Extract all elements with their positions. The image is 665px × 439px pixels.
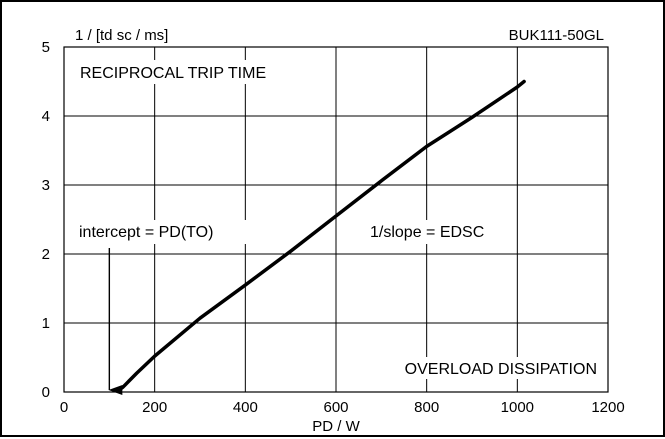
grid-lines — [64, 47, 608, 392]
x-tick-label: 600 — [323, 399, 348, 416]
y-tick-labels: 0 1 2 3 4 5 — [42, 39, 50, 401]
x-tick-label: 200 — [142, 399, 167, 416]
annotation-bg-intercept — [74, 220, 246, 244]
plot-area-border — [63, 46, 609, 393]
series-line — [114, 79, 526, 392]
part-number-label: BUK111-50GL — [509, 27, 604, 44]
y-tick-label: 2 — [42, 246, 50, 263]
y-tick-label: 0 — [42, 384, 50, 401]
x-tick-label: 0 — [60, 399, 68, 416]
x-tick-label: 800 — [414, 399, 439, 416]
x-tick-label: 1000 — [501, 399, 534, 416]
x-tick-label: 1200 — [591, 399, 624, 416]
x-tick-label: 400 — [233, 399, 258, 416]
annotation-slope: 1/slope = EDSC — [370, 224, 484, 241]
annotation-title: RECIPROCAL TRIP TIME — [80, 65, 266, 82]
annotation-intercept: intercept = PD(TO) — [79, 224, 213, 241]
y-tick-label: 3 — [42, 177, 50, 194]
x-axis-label: PD / W — [312, 418, 360, 435]
annotation-bg-slope — [364, 220, 514, 244]
annotation-bg-overload — [364, 357, 602, 379]
y-tick-label: 4 — [42, 108, 50, 125]
y-tick-label: 1 — [42, 315, 50, 332]
x-tick-labels: 0 200 400 600 800 1000 1200 — [60, 399, 625, 416]
y-tick-label: 5 — [42, 39, 50, 56]
annotation-overload: OVERLOAD DISSIPATION — [405, 361, 597, 378]
annotation-bg-title — [74, 60, 306, 84]
y-axis-label: 1 / [td sc / ms] — [75, 27, 168, 44]
